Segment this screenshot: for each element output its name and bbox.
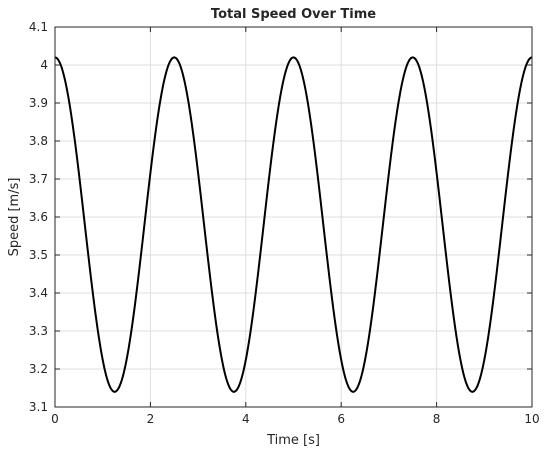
y-tick-label: 3.2 (29, 362, 48, 376)
y-axis-label: Speed [m/s] (7, 178, 22, 257)
axis-ticks (54, 26, 533, 408)
y-tick-label: 3.4 (29, 286, 48, 300)
y-tick-label: 3.5 (29, 248, 48, 262)
chart-title: Total Speed Over Time (211, 7, 376, 22)
series-line-speed (54, 56, 533, 393)
y-tick-label: 3.6 (29, 210, 48, 224)
x-tick-label: 6 (337, 412, 345, 426)
y-tick-label: 3.1 (29, 400, 48, 414)
x-tick-label: 0 (51, 412, 59, 426)
y-tick-label: 3.9 (29, 96, 48, 110)
y-tick-label: 3.7 (29, 172, 48, 186)
x-tick-label: 10 (524, 412, 539, 426)
grid (55, 27, 532, 407)
y-tick-label: 3.8 (29, 134, 48, 148)
y-tick-label: 4.1 (29, 20, 48, 34)
y-tick-label: 4 (40, 58, 48, 72)
x-tick-label: 8 (433, 412, 441, 426)
x-axis-label: Time [s] (266, 433, 320, 448)
x-tick-label: 4 (242, 412, 250, 426)
tick-labels: 0 2 4 6 8 10 3.1 3.2 3.3 3.4 3.5 3.6 3.7 3.8 3.9 4 4.1 (29, 20, 540, 426)
y-tick-label: 3.3 (29, 324, 48, 338)
x-tick-label: 2 (147, 412, 155, 426)
